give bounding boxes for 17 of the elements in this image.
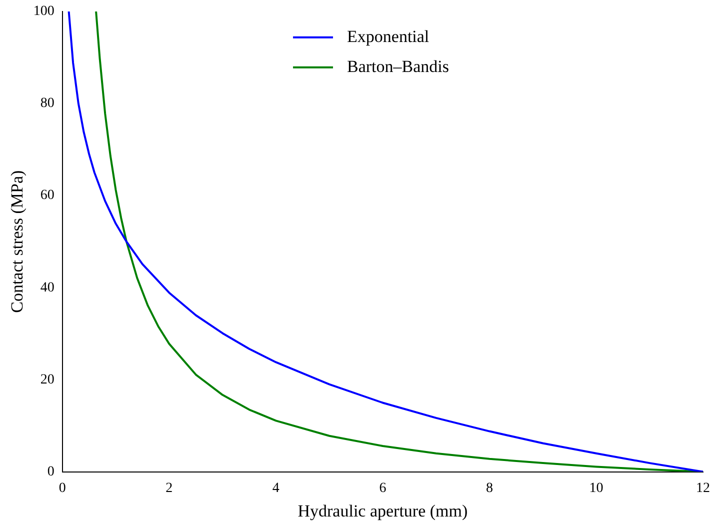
x-axis-title: Hydraulic aperture (mm) — [298, 501, 468, 520]
y-tick-label: 40 — [40, 280, 54, 296]
x-tick-label: 0 — [58, 480, 66, 496]
y-tick-label: 20 — [40, 372, 54, 388]
x-tick-label: 10 — [589, 480, 604, 496]
y-tick-label: 80 — [40, 96, 54, 112]
y-tick-label: 0 — [47, 464, 54, 480]
x-tick-label: 12 — [696, 480, 710, 496]
x-tick-label: 8 — [486, 480, 493, 496]
legend-label: Barton–Bandis — [347, 56, 450, 76]
x-tick-label: 6 — [379, 480, 386, 496]
x-tick-label: 4 — [272, 480, 280, 496]
x-tick-label: 2 — [166, 480, 173, 496]
y-tick-label: 60 — [40, 188, 54, 204]
legend-label: Exponential — [347, 26, 430, 46]
y-tick-label: 100 — [33, 4, 54, 20]
y-axis-title: Contact stress (MPa) — [8, 170, 27, 313]
